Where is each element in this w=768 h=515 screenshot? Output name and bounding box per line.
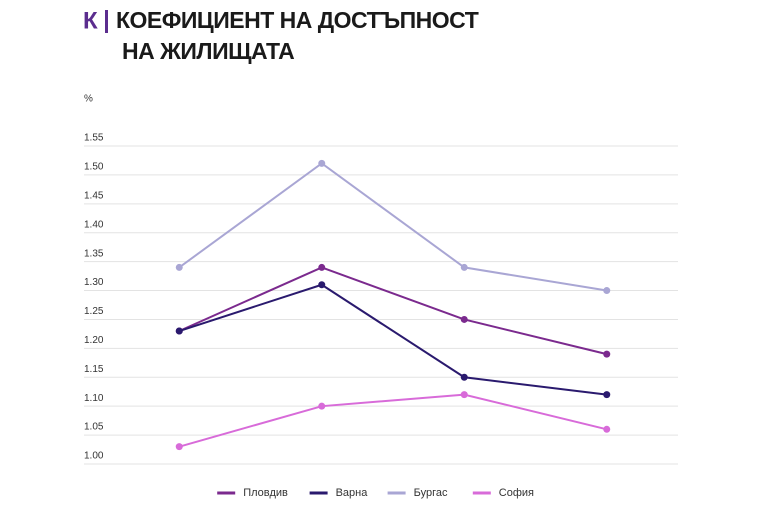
y-tick-label: 1.25 [84,306,104,317]
data-point [603,287,611,295]
data-point [318,159,326,167]
y-tick-label: 1.55 [84,133,104,144]
series-line [178,283,607,396]
data-point [460,391,468,399]
y-tick-label: 1.40 [84,219,104,230]
legend-label: Пловдив [243,487,288,499]
chart-title: КОЕФИЦИЕНТ НА ДОСТЪПНОСТ [116,7,479,33]
data-point [460,263,468,271]
y-axis-label: % [84,94,93,105]
series-line [178,162,607,292]
data-point [460,315,468,323]
y-tick-label: 1.50 [84,162,104,173]
y-tick-label: 1.30 [84,277,104,288]
series-line [178,266,607,356]
logo: К [83,7,98,34]
y-tick-label: 1.35 [84,248,104,259]
y-tick-label: 1.00 [84,451,104,462]
data-point [603,425,611,433]
legend-label: Бургас [414,487,448,499]
legend-label: София [499,487,534,499]
logo-bar [105,10,108,33]
data-point [460,373,468,381]
series-line [178,393,607,448]
data-point [175,327,183,335]
data-point [175,443,183,451]
y-tick-label: 1.20 [84,335,104,346]
y-tick-label: 1.05 [84,422,104,433]
y-tick-label: 1.15 [84,364,104,375]
y-tick-label: 1.10 [84,393,104,404]
y-tick-label: 1.45 [84,190,104,201]
data-point [603,350,611,358]
data-point [318,402,326,410]
data-point [318,263,326,271]
data-point [603,391,611,399]
legend-label: Варна [336,487,369,499]
chart-title: НА ЖИЛИЩАТА [122,38,294,64]
data-point [318,281,326,289]
data-point [175,263,183,271]
